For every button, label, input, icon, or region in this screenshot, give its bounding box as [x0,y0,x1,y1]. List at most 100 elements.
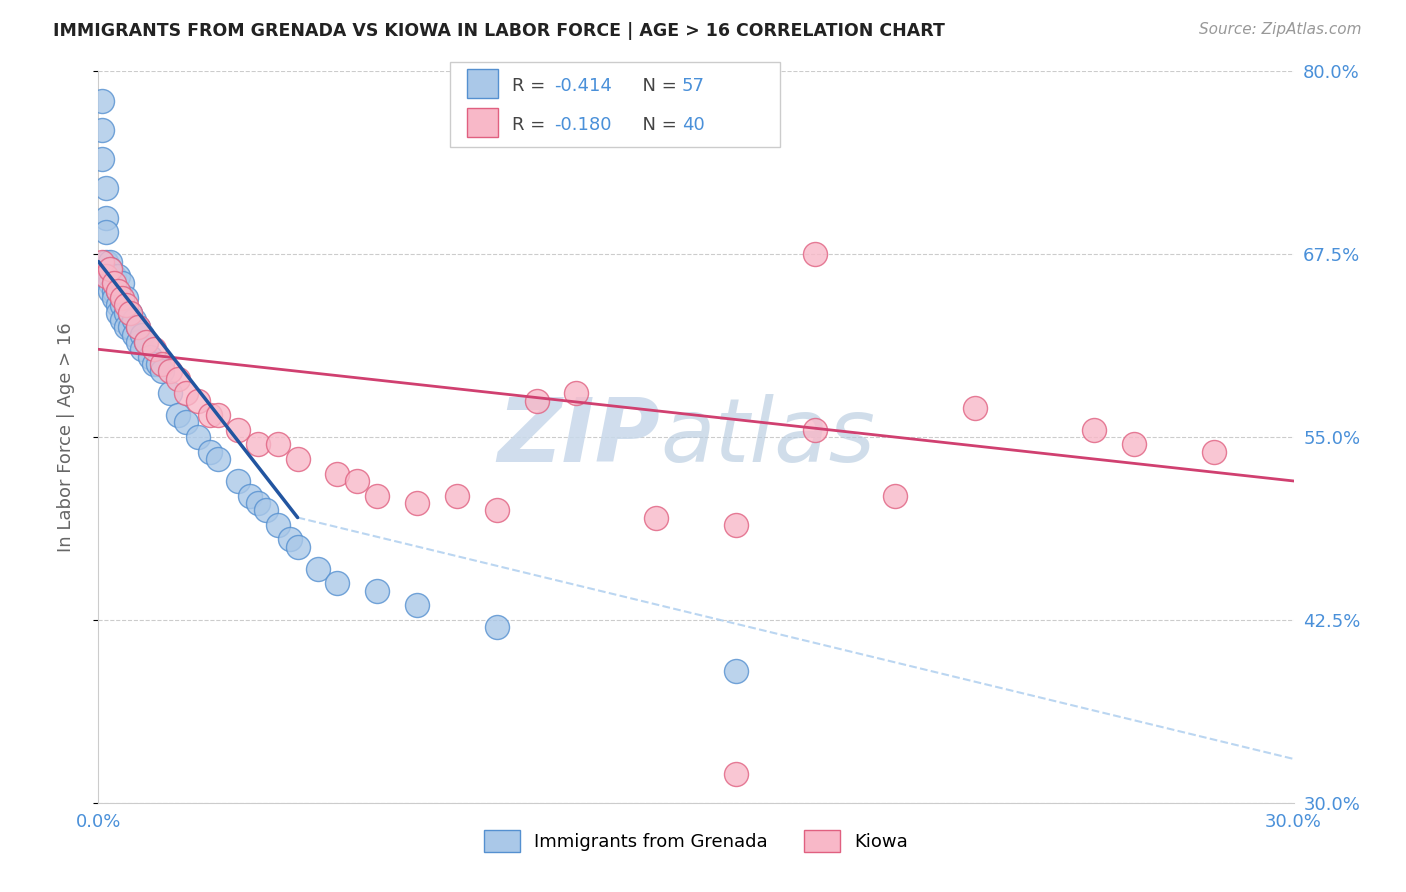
Point [124,327,146,342]
Point [103,284,125,298]
Point [159,386,181,401]
Point [131,343,153,357]
Point [326,467,349,481]
Point [1123,437,1146,451]
Text: atlas: atlas [661,394,875,480]
Point [107,306,129,320]
Point [226,474,249,488]
Point [131,327,153,342]
Text: -0.180: -0.180 [554,116,612,134]
Point [239,489,262,503]
Point [167,371,190,385]
Point [115,320,138,334]
Point [366,489,388,503]
Point [174,386,197,401]
Point [267,437,290,451]
Point [127,334,149,349]
Text: ZIP: ZIP [498,393,661,481]
Point [346,474,368,488]
Point [124,313,146,327]
Point [98,261,122,276]
Text: IMMIGRANTS FROM GRENADA VS KIOWA IN LABOR FORCE | AGE > 16 CORRELATION CHART: IMMIGRANTS FROM GRENADA VS KIOWA IN LABO… [53,22,945,40]
Point [91,254,114,268]
Point [103,291,125,305]
Point [98,284,122,298]
Text: N =: N = [631,116,683,134]
Point [226,423,249,437]
Point [127,320,149,334]
Point [278,533,301,547]
Point [103,277,125,291]
Point [207,408,229,422]
Point [107,284,129,298]
Point [98,254,122,268]
Point [167,408,190,422]
Point [111,277,134,291]
Point [115,291,138,305]
Point [143,343,166,357]
Point [485,503,508,517]
Point [96,225,118,239]
Point [96,211,118,225]
Point [115,306,138,320]
Point [187,393,209,408]
Point [246,437,269,451]
Point [120,306,142,320]
Point [103,269,125,284]
Point [91,94,114,108]
Point [254,503,277,517]
Point [724,664,747,678]
Text: R =: R = [512,116,551,134]
Text: Source: ZipAtlas.com: Source: ZipAtlas.com [1198,22,1361,37]
Point [139,350,162,364]
Point [111,291,134,305]
Point [150,364,173,378]
Point [91,152,114,166]
Point [159,364,181,378]
Point [107,298,129,312]
Point [326,576,349,591]
Point [406,599,429,613]
Point [111,298,134,312]
Point [96,254,118,268]
Point [143,357,166,371]
Point [148,357,170,371]
Point [115,298,138,312]
Point [366,583,388,598]
Point [267,517,290,532]
Point [207,452,229,467]
Point [135,334,157,349]
Point [98,277,122,291]
Point [406,496,429,510]
Point [174,416,197,430]
Point [287,540,309,554]
Point [804,423,827,437]
Point [645,510,668,524]
Point [198,408,221,422]
Text: 40: 40 [682,116,704,134]
Point [446,489,468,503]
Point [120,320,142,334]
Point [724,766,747,780]
Point [1202,444,1225,458]
Point [96,269,118,284]
Text: -0.414: -0.414 [554,78,612,95]
Point [91,123,114,137]
Point [111,313,134,327]
Point [150,357,173,371]
Text: N =: N = [631,78,683,95]
Point [526,393,548,408]
Point [98,261,122,276]
Point [120,306,142,320]
Point [107,269,129,284]
Text: R =: R = [512,78,551,95]
Point [287,452,309,467]
Point [135,334,157,349]
Point [485,620,508,634]
Point [127,320,149,334]
Point [198,444,221,458]
Point [98,269,122,284]
Point [963,401,986,415]
Point [884,489,907,503]
Point [1083,423,1105,437]
